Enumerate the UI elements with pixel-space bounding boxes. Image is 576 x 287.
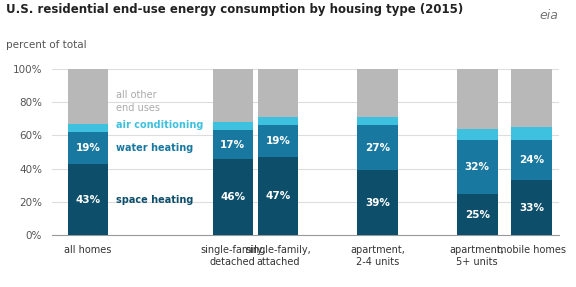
Bar	[257, 117, 298, 125]
Text: 19%: 19%	[75, 143, 100, 153]
Text: space heating: space heating	[116, 195, 193, 205]
Bar	[68, 132, 108, 164]
Bar	[357, 69, 398, 117]
Bar	[457, 69, 498, 129]
Text: 25%: 25%	[465, 210, 490, 220]
Bar	[511, 127, 552, 140]
Text: U.S. residential end-use energy consumption by housing type (2015): U.S. residential end-use energy consumpt…	[6, 3, 463, 16]
Bar	[457, 129, 498, 140]
Bar	[457, 194, 498, 235]
Bar	[257, 69, 298, 117]
Bar	[357, 117, 398, 125]
Bar	[68, 69, 108, 124]
Bar	[511, 69, 552, 127]
Bar	[213, 122, 253, 131]
Text: percent of total: percent of total	[6, 40, 86, 50]
Bar	[213, 131, 253, 159]
Text: air conditioning: air conditioning	[116, 121, 203, 131]
Bar	[457, 140, 498, 194]
Text: water heating: water heating	[116, 143, 193, 153]
Text: 43%: 43%	[75, 195, 101, 205]
Bar	[511, 140, 552, 181]
Text: 17%: 17%	[220, 139, 245, 150]
Text: 32%: 32%	[465, 162, 490, 172]
Text: 27%: 27%	[365, 143, 391, 153]
Text: 39%: 39%	[365, 198, 390, 208]
Text: eia: eia	[540, 9, 559, 22]
Bar	[257, 157, 298, 235]
Bar	[357, 125, 398, 170]
Text: all other
end uses: all other end uses	[116, 90, 160, 113]
Bar	[213, 159, 253, 235]
Text: 46%: 46%	[220, 192, 245, 202]
Text: 24%: 24%	[519, 156, 544, 165]
Text: 19%: 19%	[266, 136, 290, 146]
Bar	[68, 164, 108, 235]
Bar	[213, 69, 253, 122]
Bar	[511, 181, 552, 235]
Text: 47%: 47%	[266, 191, 291, 201]
Bar	[257, 125, 298, 157]
Bar	[357, 170, 398, 235]
Bar	[68, 124, 108, 132]
Text: 33%: 33%	[519, 203, 544, 213]
